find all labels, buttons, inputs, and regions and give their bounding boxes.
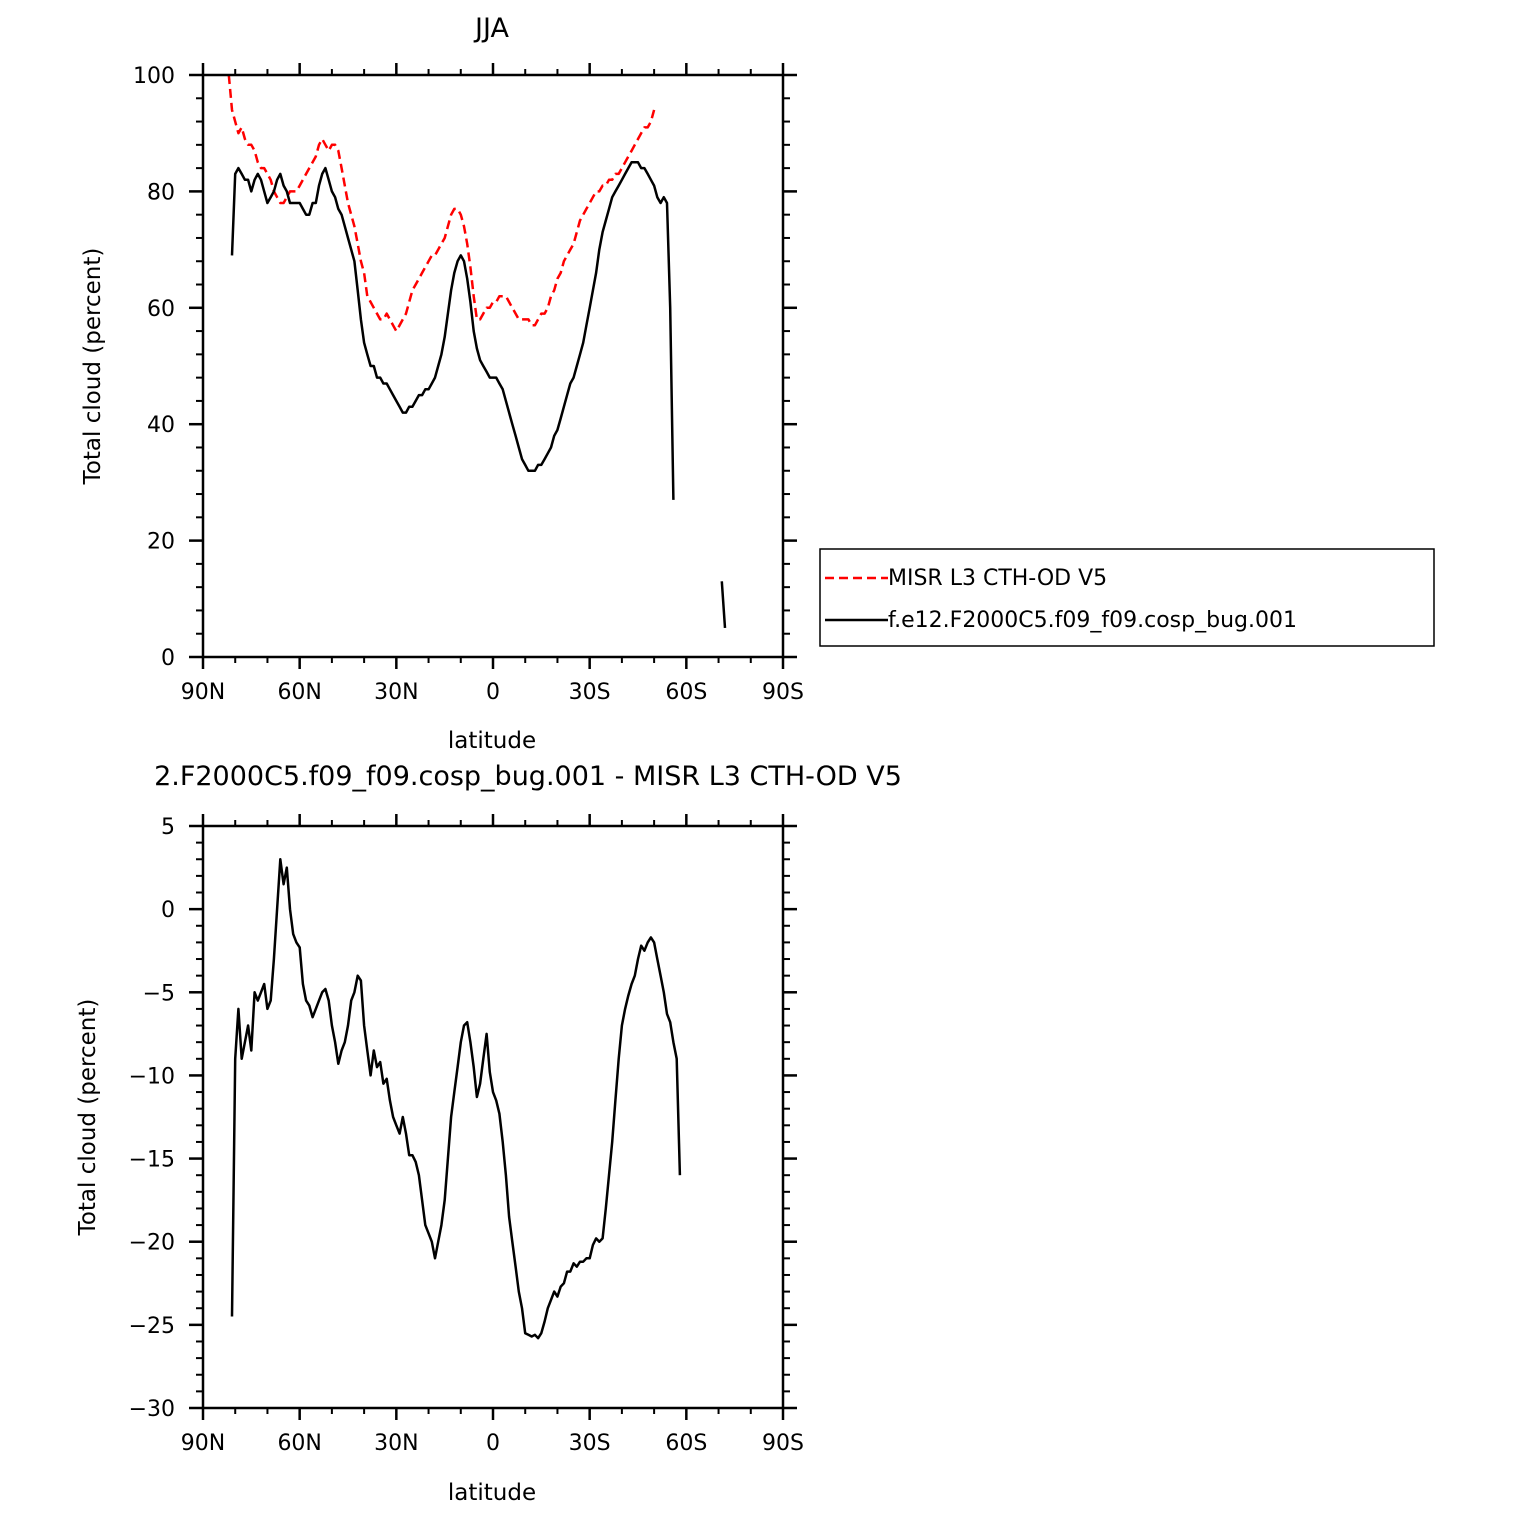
y-tick-label: 20 xyxy=(147,530,175,555)
x-tick-label: 30S xyxy=(569,1431,611,1456)
y-tick-label: 0 xyxy=(161,646,175,671)
y-tick-label: 40 xyxy=(147,413,175,438)
x-tick-label: 60N xyxy=(277,680,321,705)
top-panel: JJA 90N 60N 30N 0 30S 60S 90S 0 20 40 60 80 100 lat… xyxy=(80,13,804,754)
top-plot-frame xyxy=(201,73,785,659)
top-x-axis-title: latitude xyxy=(448,728,536,754)
x-tick-label: 30N xyxy=(374,680,418,705)
y-tick-label: 60 xyxy=(147,297,175,322)
x-tick-label: 90S xyxy=(762,1431,804,1456)
y-tick-label: 5 xyxy=(161,815,175,840)
x-tick-label: 0 xyxy=(486,1431,500,1456)
top-chart-title: JJA xyxy=(473,13,509,44)
x-tick-label: 90N xyxy=(181,1431,225,1456)
y-tick-label: −30 xyxy=(129,1397,175,1422)
bottom-x-axis-title: latitude xyxy=(448,1480,536,1506)
x-tick-label: 90N xyxy=(181,680,225,705)
y-tick-label: −15 xyxy=(129,1148,175,1173)
x-tick-label: 60N xyxy=(277,1431,321,1456)
legend-box xyxy=(819,548,1435,647)
series-line-0 xyxy=(230,858,682,1340)
y-tick-label: −20 xyxy=(129,1231,175,1256)
bottom-panel: 2.F2000C5.f09_f09.cosp_bug.001 - MISR L3… xyxy=(75,761,902,1506)
y-tick-label: 80 xyxy=(147,180,175,205)
y-tick-label: −5 xyxy=(143,981,175,1006)
y-tick-label: 0 xyxy=(161,898,175,923)
y-tick-label: −25 xyxy=(129,1314,175,1339)
series-line-0 xyxy=(227,74,656,333)
y-tick-label: −10 xyxy=(129,1064,175,1089)
x-tick-label: 0 xyxy=(486,680,500,705)
x-tick-label: 60S xyxy=(665,680,707,705)
x-tick-label: 60S xyxy=(665,1431,707,1456)
top-y-axis-title: Total cloud (percent) xyxy=(80,248,106,486)
x-tick-label: 30N xyxy=(374,1431,418,1456)
legend: MISR L3 CTH-OD V5 f.e12.F2000C5.f09_f09.… xyxy=(819,548,1435,647)
legend-label-model: f.e12.F2000C5.f09_f09.cosp_bug.001 xyxy=(888,608,1297,633)
legend-label-misr: MISR L3 CTH-OD V5 xyxy=(888,566,1107,591)
bottom-plot-frame xyxy=(201,824,785,1410)
x-tick-label: 90S xyxy=(762,680,804,705)
y-tick-label: 100 xyxy=(133,64,175,89)
bottom-y-axis-title: Total cloud (percent) xyxy=(75,999,101,1237)
x-tick-label: 30S xyxy=(569,680,611,705)
bottom-chart-title: 2.F2000C5.f09_f09.cosp_bug.001 - MISR L3… xyxy=(154,761,902,792)
series-line-1 xyxy=(230,161,727,628)
